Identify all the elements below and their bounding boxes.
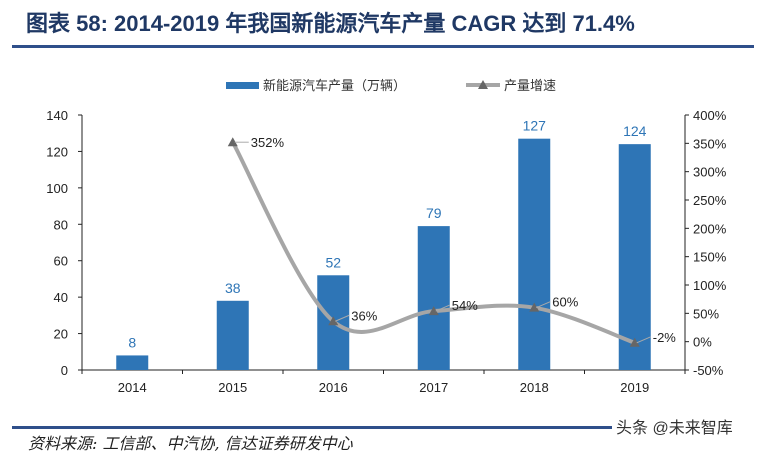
growth-leader-line xyxy=(335,314,350,322)
title-divider xyxy=(12,45,754,48)
x-tick-label: 2018 xyxy=(520,380,549,395)
bar-data-label: 8 xyxy=(128,334,136,350)
right-tick-label: 50% xyxy=(693,306,719,321)
source-note: 资料来源: 工信部、中汽协, 信达证券研发中心 xyxy=(28,434,353,453)
right-tick-label: 200% xyxy=(693,221,727,236)
figure-title: 图表 58: 2014-2019 年我国新能源汽车产量 CAGR 达到 71.4… xyxy=(26,11,635,36)
left-tick-label: 120 xyxy=(46,144,68,159)
right-tick-label: 150% xyxy=(693,250,727,265)
bar-data-label: 52 xyxy=(325,254,341,270)
left-tick-label: 60 xyxy=(54,254,68,269)
growth-marker-2016 xyxy=(328,316,339,326)
left-tick-label: 140 xyxy=(46,108,68,123)
left-tick-label: 80 xyxy=(54,217,68,232)
right-tick-label: 400% xyxy=(693,108,727,123)
growth-line xyxy=(231,141,636,345)
x-tick-label: 2014 xyxy=(118,380,147,395)
left-tick-label: 0 xyxy=(61,363,68,378)
bar-data-label: 127 xyxy=(523,118,547,134)
bar-data-label: 124 xyxy=(623,123,647,139)
bar-2019 xyxy=(618,144,651,370)
bar-data-label: 79 xyxy=(426,205,442,221)
watermark: 头条 @未来智库 xyxy=(616,414,733,438)
growth-leader-line xyxy=(636,336,651,344)
right-tick-label: 350% xyxy=(693,136,727,151)
growth-leader-line xyxy=(435,304,450,312)
growth-marker-2019 xyxy=(629,337,640,347)
bar-data-label: 38 xyxy=(225,280,241,296)
legend-bar-label: 新能源汽车产量（万辆） xyxy=(263,78,406,93)
legend-bar-swatch xyxy=(226,82,259,89)
right-tick-label: 100% xyxy=(693,278,727,293)
growth-data-label: 60% xyxy=(552,295,578,310)
legend-line-label: 产量增速 xyxy=(504,78,556,93)
legend-triangle-icon xyxy=(478,80,488,89)
right-tick-label: 250% xyxy=(693,193,727,208)
left-tick-label: 20 xyxy=(54,327,68,342)
x-tick-label: 2015 xyxy=(218,380,247,395)
right-tick-label: 300% xyxy=(693,165,727,180)
growth-data-label: 54% xyxy=(452,298,478,313)
growth-marker-2015 xyxy=(227,137,238,147)
growth-leader-line xyxy=(536,301,551,309)
bar-2017 xyxy=(417,226,450,370)
bar-2014 xyxy=(116,355,149,370)
growth-data-label: 352% xyxy=(251,135,285,150)
growth-data-label: -2% xyxy=(653,330,677,345)
growth-marker-2017 xyxy=(428,306,439,316)
x-tick-label: 2017 xyxy=(419,380,448,395)
left-tick-label: 100 xyxy=(46,181,68,196)
x-tick-label: 2016 xyxy=(319,380,348,395)
growth-data-label: 36% xyxy=(351,308,377,323)
left-tick-label: 40 xyxy=(54,290,68,305)
growth-marker-2018 xyxy=(529,302,540,312)
right-tick-label: 0% xyxy=(693,335,712,350)
x-tick-label: 2019 xyxy=(620,380,649,395)
right-tick-label: -50% xyxy=(693,363,724,378)
bar-2018 xyxy=(518,138,551,370)
bar-2015 xyxy=(216,300,249,370)
source-divider xyxy=(12,426,612,429)
